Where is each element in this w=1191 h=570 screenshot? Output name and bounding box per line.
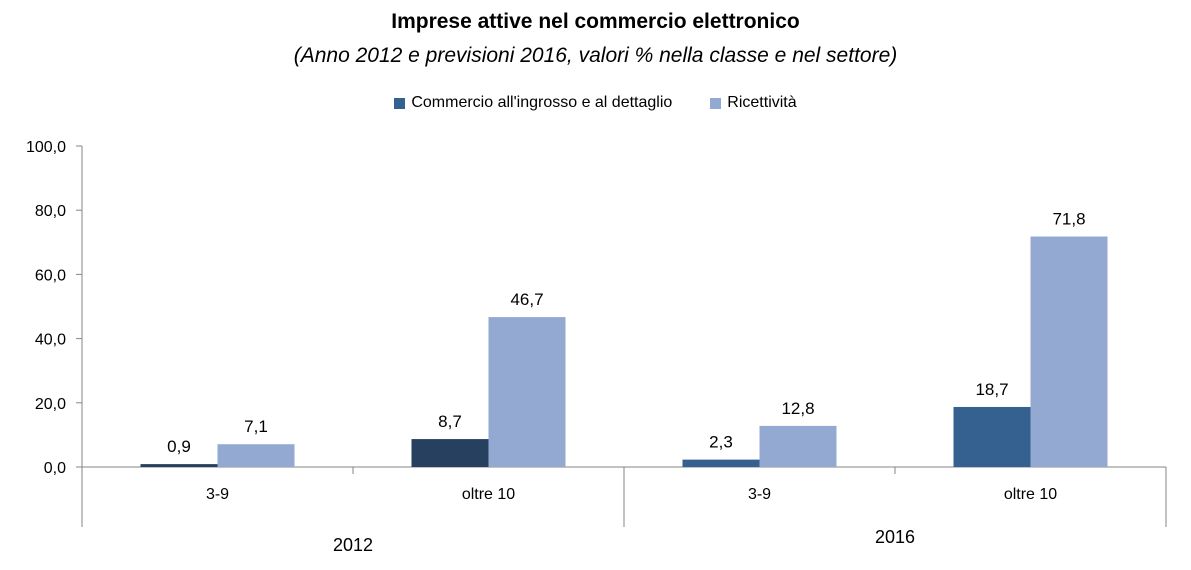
y-tick-label: 40,0 bbox=[35, 332, 66, 349]
x-tick-label: 3-9 bbox=[748, 486, 771, 503]
data-label: 7,1 bbox=[244, 417, 268, 436]
bar-ricettivita bbox=[759, 425, 837, 467]
data-label: 71,8 bbox=[1052, 210, 1085, 229]
legend-item-ricettivita: Ricettività bbox=[710, 94, 797, 112]
chart-title: Imprese attive nel commercio elettronico bbox=[391, 10, 800, 33]
chart-legend: Commercio all'ingrosso e al dettaglio Ri… bbox=[0, 94, 1191, 112]
chart-subtitle: (Anno 2012 e previsioni 2016, valori % n… bbox=[293, 44, 898, 67]
data-label: 12,8 bbox=[781, 399, 814, 418]
bar-ricettivita bbox=[217, 444, 295, 467]
legend-swatch-commercio bbox=[394, 97, 406, 109]
data-label: 2,3 bbox=[709, 433, 733, 452]
y-tick-label: 20,0 bbox=[35, 396, 66, 413]
x-tick-label: oltre 10 bbox=[1004, 486, 1057, 503]
y-tick-label: 80,0 bbox=[35, 203, 66, 220]
y-tick-label: 60,0 bbox=[35, 267, 66, 284]
data-label: 0,9 bbox=[167, 437, 191, 456]
group-label-2016: 2016 bbox=[875, 527, 915, 547]
bar-commercio bbox=[682, 459, 760, 467]
bar-ricettivita bbox=[1030, 236, 1108, 467]
legend-label-commercio: Commercio all'ingrosso e al dettaglio bbox=[411, 94, 673, 111]
bar-commercio bbox=[411, 439, 489, 467]
data-label: 18,7 bbox=[975, 380, 1008, 399]
data-label: 8,7 bbox=[438, 412, 462, 431]
legend-label-ricettivita: Ricettività bbox=[727, 94, 797, 111]
x-tick-label: 3-9 bbox=[206, 486, 229, 503]
y-tick-label: 0,0 bbox=[44, 460, 66, 477]
group-label-2012: 2012 bbox=[333, 535, 373, 555]
legend-swatch-ricettivita bbox=[710, 97, 722, 109]
data-label: 46,7 bbox=[510, 290, 543, 309]
legend-item-commercio: Commercio all'ingrosso e al dettaglio bbox=[394, 94, 672, 112]
bar-commercio bbox=[953, 406, 1031, 467]
bar-ricettivita bbox=[488, 317, 566, 467]
x-tick-label: oltre 10 bbox=[462, 486, 515, 503]
bar-commercio bbox=[140, 464, 218, 467]
y-tick-label: 100,0 bbox=[26, 139, 66, 156]
